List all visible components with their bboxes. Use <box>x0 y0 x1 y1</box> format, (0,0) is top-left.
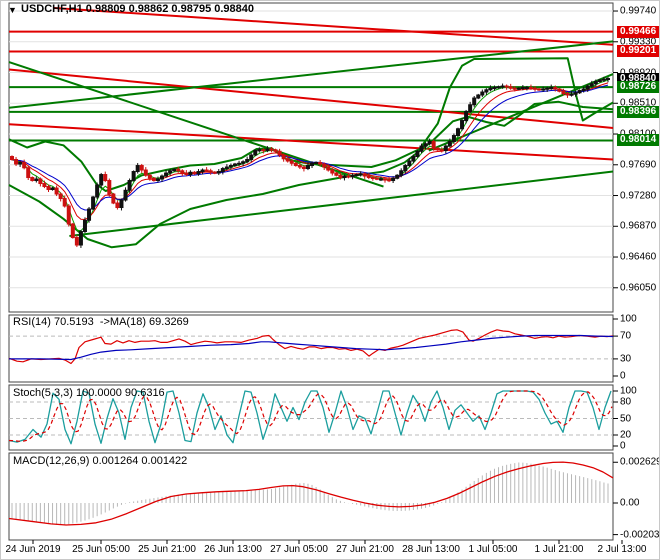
macd-histogram <box>11 462 609 526</box>
main-panel-border <box>8 2 614 313</box>
rsi-tick-label: 70 <box>620 330 632 342</box>
stoch-tick-label: 0 <box>620 440 626 452</box>
macd-tick-label: 0.002629 <box>620 456 660 468</box>
rsi-rsi-line <box>8 329 614 365</box>
price-badge-support: 0.98014 <box>617 134 659 147</box>
price-tick-label: 0.99330 <box>620 36 657 48</box>
time-axis-label: 2 Jul 13:00 <box>597 544 647 555</box>
time-axis-label: 28 Jun 13:00 <box>402 544 460 555</box>
trend-line <box>8 123 614 161</box>
time-axis-label: 25 Jun 05:00 <box>72 544 130 555</box>
time-axis-label: 24 Jun 2019 <box>5 544 61 555</box>
stoch-tick-label: 100 <box>620 385 637 397</box>
rsi-ma-line <box>9 334 614 361</box>
chart-title-ohlc: USDCHF,H1 0.98809 0.98862 0.98795 0.9884… <box>21 3 255 15</box>
moving-average-line <box>11 79 609 232</box>
stoch-tick-label: 20 <box>620 429 632 441</box>
time-axis-label: 27 Jun 21:00 <box>336 544 394 555</box>
price-tick-label: 0.98100 <box>620 129 656 140</box>
candles-group <box>10 76 610 248</box>
price-tick-label: 0.98510 <box>620 97 657 109</box>
macd-panel-border <box>8 452 614 541</box>
price-badge-resistance: 0.99201 <box>617 45 659 58</box>
price-tick-label: 0.96870 <box>620 220 657 232</box>
time-axis-label: 1 Jul 05:00 <box>468 544 518 555</box>
rsi-tick-label: 30 <box>620 353 632 365</box>
time-axis-label: 1 Jul 21:00 <box>534 544 584 555</box>
moving-average-line <box>11 82 609 220</box>
macd-signal-line <box>8 461 614 526</box>
price-tick-label: 0.96460 <box>620 251 657 263</box>
macd-tick-label: 0.00 <box>620 497 640 509</box>
symbol-dropdown-icon[interactable]: ▼ <box>8 5 17 15</box>
time-axis-label: 25 Jun 21:00 <box>138 544 196 555</box>
trend-line <box>54 7 614 46</box>
trend-line <box>8 40 614 109</box>
rsi-tick-label: 0 <box>620 370 626 382</box>
rsi-panel-title: RSI(14) 70.5193 ->MA(18) 69.3269 <box>13 316 189 328</box>
stoch-tick-label: 80 <box>620 396 632 408</box>
stoch-panel-border <box>8 384 614 451</box>
macd-panel-title: MACD(12,26,9) 0.001264 0.001422 <box>13 455 188 467</box>
trend-line <box>8 68 614 130</box>
price-badge-resistance: 0.99466 <box>617 25 659 38</box>
price-tick-label: 0.99740 <box>620 5 657 17</box>
rsi-tick-label: 100 <box>620 313 637 325</box>
trend-line <box>428 73 614 152</box>
moving-average-line <box>11 84 609 211</box>
stoch-d-line <box>8 390 613 442</box>
price-badge-support: 0.98726 <box>617 81 659 94</box>
stoch-panel-title: Stoch(5,3,3) 100.0000 90.6316 <box>13 387 165 399</box>
trend-line <box>8 61 384 188</box>
stoch-tick-label: 50 <box>620 413 632 424</box>
time-axis-label: 26 Jun 13:00 <box>204 544 262 555</box>
rsi-panel-border <box>8 314 614 383</box>
price-badge-support: 0.98396 <box>617 105 659 118</box>
price-tick-label: 0.96050 <box>620 282 657 294</box>
price-tick-label: 0.97280 <box>620 190 657 202</box>
time-axis-label: 27 Jun 05:00 <box>270 544 328 555</box>
macd-tick-label: -0.002039 <box>620 529 660 541</box>
price-tick-label: 0.97690 <box>620 159 657 171</box>
